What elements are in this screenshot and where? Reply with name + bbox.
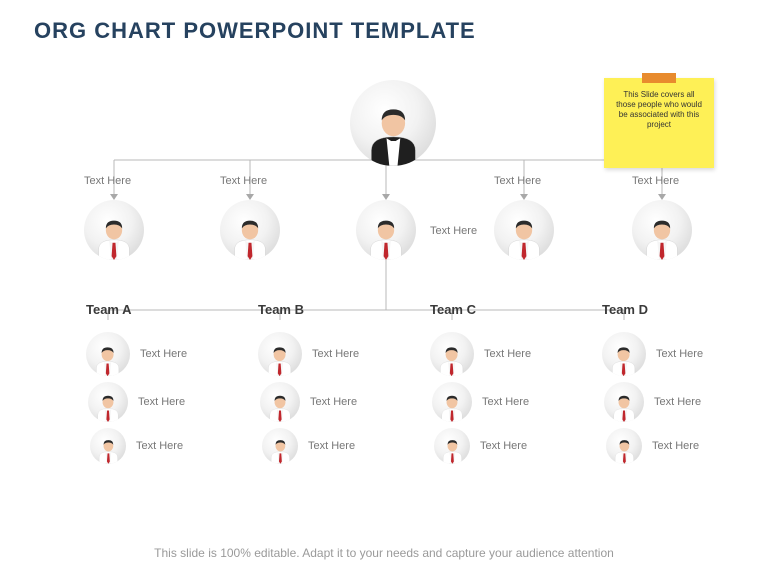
member-label-t0-m1: Text Here	[138, 396, 185, 408]
person-icon	[90, 212, 138, 260]
level2-label-3: Text Here	[494, 175, 541, 187]
team-label-1: Team B	[258, 302, 304, 317]
member-label-t2-m2: Text Here	[480, 440, 527, 452]
member-label-t0-m0: Text Here	[140, 348, 187, 360]
person-icon	[262, 341, 297, 376]
avatar-t3-m1	[604, 382, 644, 422]
avatar-t3-m0	[602, 332, 646, 376]
avatar-t2-m0	[430, 332, 474, 376]
avatar-t0-m1	[88, 382, 128, 422]
avatar-l2-1	[220, 200, 280, 260]
level2-label-0: Text Here	[84, 175, 131, 187]
avatar-t1-m0	[258, 332, 302, 376]
avatar-l2-0	[84, 200, 144, 260]
page-title: ORG CHART POWERPOINT TEMPLATE	[34, 18, 476, 44]
person-icon	[90, 341, 125, 376]
avatar-l2-3	[494, 200, 554, 260]
team-label-3: Team D	[602, 302, 648, 317]
team-label-2: Team C	[430, 302, 476, 317]
person-icon	[500, 212, 548, 260]
person-icon	[434, 341, 469, 376]
avatar-t3-m2	[606, 428, 642, 464]
avatar-l2-2	[356, 200, 416, 260]
person-icon	[438, 435, 467, 464]
person-icon	[606, 341, 641, 376]
member-label-t0-m2: Text Here	[136, 440, 183, 452]
avatar-t1-m1	[260, 382, 300, 422]
member-label-t2-m1: Text Here	[482, 396, 529, 408]
team-label-0: Team A	[86, 302, 132, 317]
avatar-t2-m1	[432, 382, 472, 422]
member-label-t3-m1: Text Here	[654, 396, 701, 408]
person-icon	[266, 435, 295, 464]
avatar-root	[350, 80, 436, 166]
person-icon	[94, 435, 123, 464]
member-label-t3-m0: Text Here	[656, 348, 703, 360]
person-icon	[264, 390, 296, 422]
level2-label-1: Text Here	[220, 175, 267, 187]
level2-label-2: Text Here	[430, 225, 477, 237]
member-label-t3-m2: Text Here	[652, 440, 699, 452]
avatar-t0-m0	[86, 332, 130, 376]
person-icon	[608, 390, 640, 422]
member-label-t2-m0: Text Here	[484, 348, 531, 360]
sticky-note-text: This Slide covers all those people who w…	[616, 90, 702, 129]
avatar-t0-m2	[90, 428, 126, 464]
person-icon	[359, 97, 428, 166]
person-icon	[436, 390, 468, 422]
footer-text: This slide is 100% editable. Adapt it to…	[0, 546, 768, 560]
level2-label-4: Text Here	[632, 175, 679, 187]
person-icon	[610, 435, 639, 464]
person-icon	[362, 212, 410, 260]
avatar-l2-4	[632, 200, 692, 260]
sticky-note: This Slide covers all those people who w…	[604, 78, 714, 168]
person-icon	[92, 390, 124, 422]
person-icon	[638, 212, 686, 260]
avatar-t2-m2	[434, 428, 470, 464]
avatar-t1-m2	[262, 428, 298, 464]
member-label-t1-m1: Text Here	[310, 396, 357, 408]
member-label-t1-m0: Text Here	[312, 348, 359, 360]
member-label-t1-m2: Text Here	[308, 440, 355, 452]
person-icon	[226, 212, 274, 260]
